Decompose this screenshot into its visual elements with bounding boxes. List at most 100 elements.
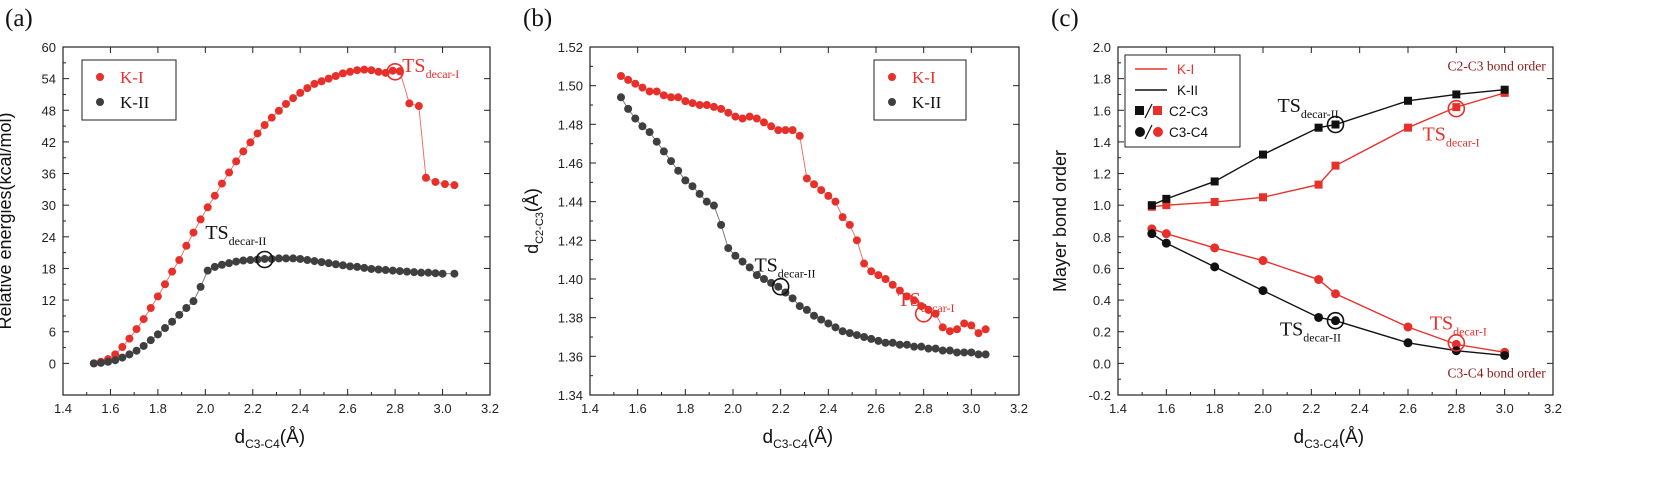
ts-label: TSdecar-I	[897, 289, 954, 315]
data-point	[274, 106, 283, 115]
x-tick-label: 2.0	[724, 401, 742, 416]
data-point	[168, 267, 177, 276]
panel-label: (c)	[1051, 5, 1079, 32]
data-point	[1403, 322, 1413, 332]
data-point	[1500, 350, 1510, 360]
legend-label: K-I	[912, 68, 936, 87]
data-point	[795, 302, 804, 311]
data-point	[953, 348, 962, 357]
data-point	[450, 181, 459, 190]
data-point	[118, 343, 127, 352]
data-point	[410, 268, 419, 277]
data-point	[1258, 286, 1268, 296]
data-point	[189, 228, 198, 237]
data-point	[153, 330, 162, 339]
data-point	[289, 94, 298, 103]
data-point	[353, 262, 362, 271]
data-point	[421, 173, 430, 182]
data-point	[1331, 161, 1340, 170]
data-point	[338, 69, 347, 78]
data-point	[1331, 289, 1340, 299]
data-point	[888, 338, 897, 347]
x-tick-label: 2.0	[196, 401, 214, 416]
data-point	[652, 137, 661, 146]
data-point	[881, 275, 890, 283]
data-point	[695, 101, 704, 109]
data-point	[731, 251, 740, 260]
data-point	[717, 104, 726, 113]
ts-marker-circle	[771, 277, 790, 296]
y-tick-label: 1.36	[558, 349, 583, 364]
data-point	[709, 102, 718, 111]
data-point	[795, 131, 804, 140]
data-point	[917, 342, 926, 351]
data-point	[196, 282, 205, 291]
data-point	[745, 112, 754, 121]
data-point	[139, 315, 148, 324]
data-point	[645, 87, 654, 96]
y-tick-label: 0.0	[1093, 356, 1111, 371]
chart-panel-1: (a) 1.4 1.6 1.8 2.0 2.2 2.4 2.6 2.8 3.0 3.2 0 6 12 18 2…	[0, 5, 499, 451]
y-tick-label: 1.40	[558, 272, 583, 287]
data-point	[667, 93, 676, 102]
y-tick-label: 1.44	[558, 195, 583, 210]
data-point	[1162, 201, 1171, 210]
data-point	[638, 83, 647, 92]
y-axis-title: Relative energies(kcal/mol)	[0, 112, 15, 329]
data-point	[974, 350, 983, 359]
data-point	[388, 66, 397, 75]
data-point	[331, 72, 340, 80]
data-point	[824, 319, 833, 328]
data-point	[624, 104, 633, 113]
ts-label: TSdecar-II	[1278, 95, 1339, 121]
data-point	[153, 292, 162, 301]
data-point	[374, 265, 383, 274]
data-point	[374, 67, 383, 76]
data-point	[225, 259, 234, 268]
data-point	[759, 118, 768, 127]
x-tick-label: 3.0	[962, 401, 980, 416]
data-point	[802, 174, 811, 183]
data-point	[89, 359, 98, 368]
data-point	[881, 338, 890, 347]
data-point	[253, 129, 262, 138]
data-point	[139, 341, 148, 350]
x-tick-label: 2.2	[244, 401, 262, 416]
data-point	[303, 256, 312, 265]
data-point	[296, 254, 305, 263]
data-point	[1452, 103, 1461, 112]
data-point	[395, 67, 404, 76]
data-point	[310, 79, 319, 88]
data-point	[239, 256, 248, 265]
data-point	[681, 97, 690, 106]
data-point	[1314, 123, 1323, 132]
data-point	[931, 309, 940, 318]
data-point	[225, 168, 234, 177]
data-point	[781, 126, 790, 135]
data-point	[759, 275, 768, 283]
legend-label: K-II	[120, 93, 150, 112]
legend-box	[81, 59, 177, 121]
y-tick-label: 1.6	[1093, 103, 1111, 118]
data-point	[281, 99, 290, 108]
data-point	[717, 220, 726, 229]
data-point	[196, 215, 205, 224]
ts-label: TSdecar-I	[1423, 123, 1480, 149]
data-point	[189, 297, 198, 306]
legend-label: K-II	[912, 93, 942, 112]
data-point	[260, 121, 269, 130]
data-point	[774, 282, 783, 291]
data-point	[902, 292, 911, 301]
y-axis-title: dC2-C3(Å)	[522, 188, 546, 254]
data-point	[981, 325, 990, 334]
data-point	[203, 266, 212, 275]
legend: K-I K-II	[81, 59, 177, 121]
data-point	[267, 254, 276, 263]
data-point	[239, 147, 248, 156]
series-k-i-0	[616, 72, 990, 338]
x-tick-label: 2.4	[1351, 401, 1369, 416]
data-point	[1314, 180, 1323, 189]
x-tick-label: 2.6	[339, 401, 357, 416]
y-tick-label: 0	[49, 356, 56, 371]
data-point	[360, 65, 369, 74]
